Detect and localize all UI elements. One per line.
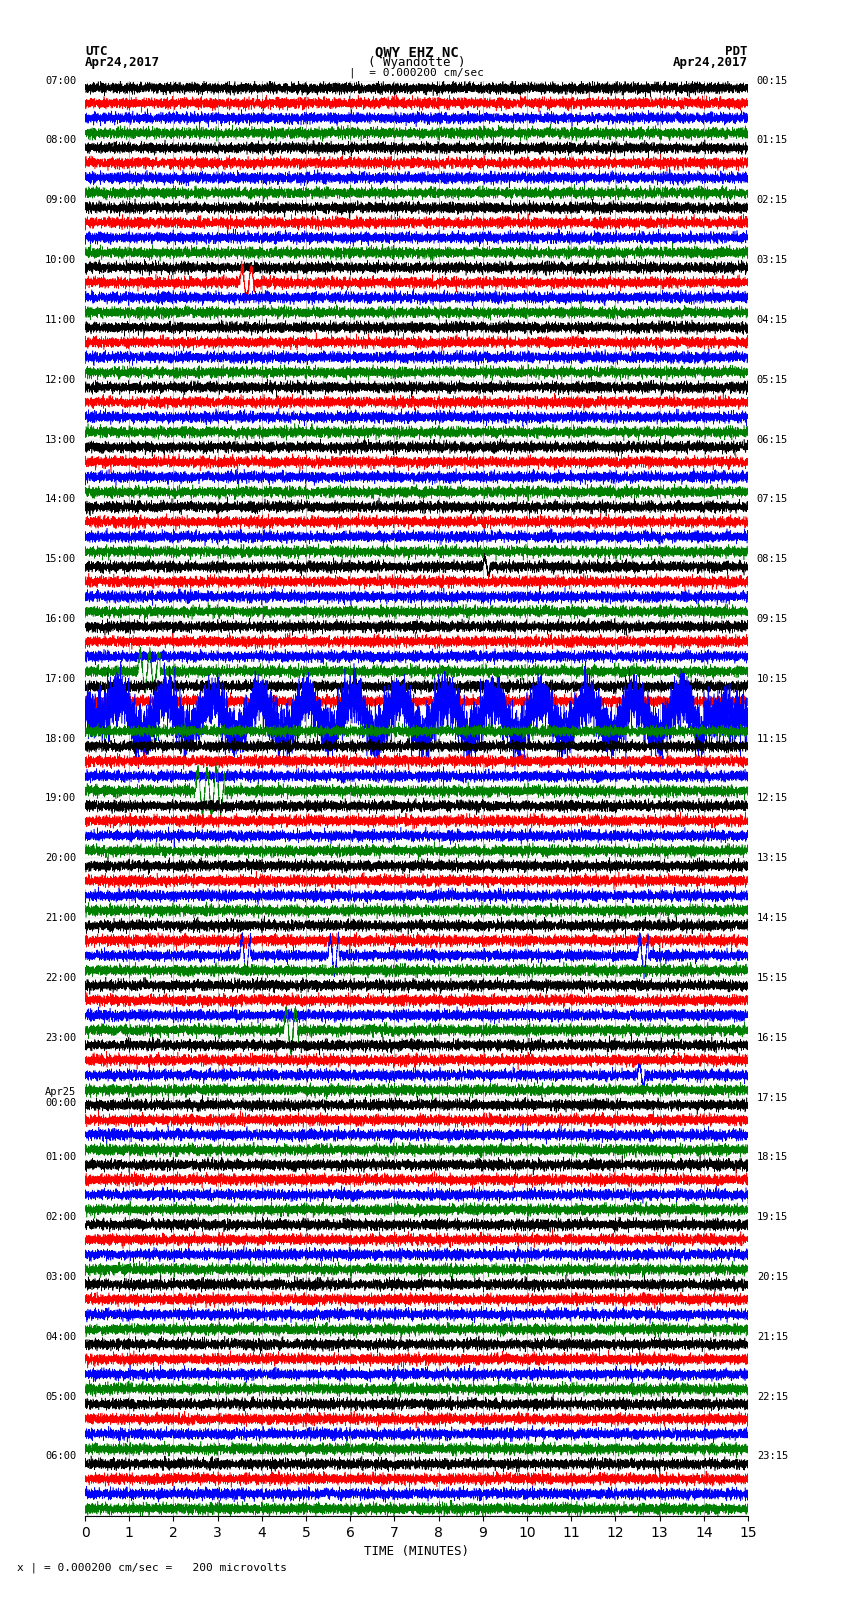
Text: 09:00: 09:00 [45,195,76,205]
Text: 08:00: 08:00 [45,135,76,145]
Text: |  = 0.000200 cm/sec: | = 0.000200 cm/sec [349,68,484,79]
Text: 17:00: 17:00 [45,674,76,684]
Text: 19:15: 19:15 [756,1211,788,1223]
Text: 00:15: 00:15 [756,76,788,85]
Text: 19:00: 19:00 [45,794,76,803]
Text: ( Wyandotte ): ( Wyandotte ) [368,56,465,69]
Text: 11:15: 11:15 [756,734,788,744]
Text: 12:00: 12:00 [45,374,76,386]
Text: 04:15: 04:15 [756,315,788,324]
Text: 21:15: 21:15 [756,1332,788,1342]
Text: 20:00: 20:00 [45,853,76,863]
Text: 06:00: 06:00 [45,1452,76,1461]
Text: 16:00: 16:00 [45,615,76,624]
Text: 23:00: 23:00 [45,1032,76,1042]
Text: UTC: UTC [85,45,107,58]
Text: 15:15: 15:15 [756,973,788,982]
Text: 05:00: 05:00 [45,1392,76,1402]
Text: 14:00: 14:00 [45,494,76,505]
Text: 05:15: 05:15 [756,374,788,386]
Text: 23:15: 23:15 [756,1452,788,1461]
Text: 16:15: 16:15 [756,1032,788,1042]
Text: 17:15: 17:15 [756,1092,788,1103]
Text: 22:15: 22:15 [756,1392,788,1402]
Text: 11:00: 11:00 [45,315,76,324]
Text: 07:00: 07:00 [45,76,76,85]
Text: 04:00: 04:00 [45,1332,76,1342]
Text: 08:15: 08:15 [756,555,788,565]
Text: 07:15: 07:15 [756,494,788,505]
Text: 10:00: 10:00 [45,255,76,265]
Text: 12:15: 12:15 [756,794,788,803]
Text: 13:15: 13:15 [756,853,788,863]
X-axis label: TIME (MINUTES): TIME (MINUTES) [364,1545,469,1558]
Text: 10:15: 10:15 [756,674,788,684]
Text: Apr25
00:00: Apr25 00:00 [45,1087,76,1108]
Text: 18:00: 18:00 [45,734,76,744]
Text: 03:15: 03:15 [756,255,788,265]
Text: 15:00: 15:00 [45,555,76,565]
Text: 13:00: 13:00 [45,434,76,445]
Text: 14:15: 14:15 [756,913,788,923]
Text: QWY EHZ NC: QWY EHZ NC [375,45,458,60]
Text: 03:00: 03:00 [45,1273,76,1282]
Text: 21:00: 21:00 [45,913,76,923]
Text: 18:15: 18:15 [756,1152,788,1163]
Text: Apr24,2017: Apr24,2017 [85,56,160,69]
Text: x | = 0.000200 cm/sec =   200 microvolts: x | = 0.000200 cm/sec = 200 microvolts [17,1561,287,1573]
Text: 22:00: 22:00 [45,973,76,982]
Text: PDT: PDT [726,45,748,58]
Text: 01:00: 01:00 [45,1152,76,1163]
Text: 02:15: 02:15 [756,195,788,205]
Text: 02:00: 02:00 [45,1211,76,1223]
Text: Apr24,2017: Apr24,2017 [673,56,748,69]
Text: 01:15: 01:15 [756,135,788,145]
Text: 20:15: 20:15 [756,1273,788,1282]
Text: 09:15: 09:15 [756,615,788,624]
Text: 06:15: 06:15 [756,434,788,445]
